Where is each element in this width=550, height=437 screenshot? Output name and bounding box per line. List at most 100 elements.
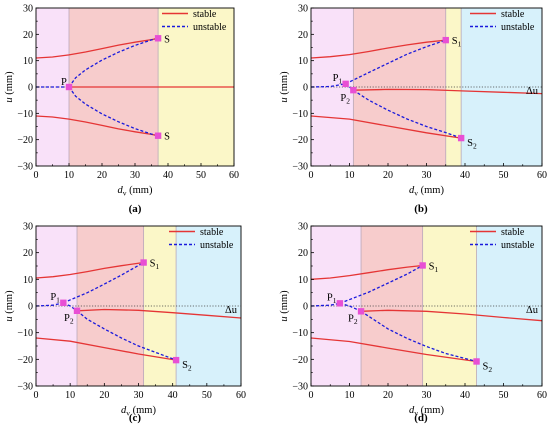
y-tick-label: 10 <box>298 275 308 286</box>
x-axis-label-sub: v <box>126 409 130 418</box>
x-tick-label: 10 <box>65 390 75 401</box>
point-label: S1 <box>429 261 439 274</box>
series-stable <box>361 309 542 322</box>
region-yellow <box>445 8 462 166</box>
series-stable <box>36 115 159 137</box>
y-tick-label: −10 <box>292 109 308 120</box>
chart-panel-d: P1 P2 S1 S2 Δu 0 10 20 30 40 50 60 30 20 10 0 −10 −20 −30 u… <box>279 222 547 425</box>
y-tick-label: 20 <box>298 30 308 41</box>
point-marker <box>350 86 357 94</box>
y-axis-label: u (mm) <box>279 71 290 103</box>
series-stable <box>311 39 446 59</box>
y-tick-label: 20 <box>23 248 33 259</box>
y-tick-label: 0 <box>303 302 308 313</box>
point-label-sub: 1 <box>434 265 438 274</box>
delta-label: Δu <box>526 86 539 97</box>
y-tick-label: 0 <box>303 83 308 94</box>
series-stable <box>76 308 241 319</box>
series-unstable <box>353 89 462 139</box>
x-tick-label: 50 <box>196 170 206 181</box>
x-axis-label-unit: (mm) <box>127 185 153 196</box>
y-tick-label: 20 <box>298 248 308 259</box>
point-label: P2 <box>64 313 74 326</box>
y-tick-label: −30 <box>292 382 308 393</box>
series-stable <box>353 88 542 95</box>
point-label-sub: 2 <box>473 142 477 151</box>
y-tick-label: −20 <box>17 135 33 146</box>
chart-panel-c: P1 P2 S1 S2 Δu 0 10 20 30 40 50 60 30 20 10 0 −10 −20 −30 u… <box>4 222 246 425</box>
x-axis-label-unit: (mm) <box>130 405 156 416</box>
point-marker <box>457 134 465 142</box>
x-tick-label: 20 <box>97 170 107 181</box>
x-axis-label: dv (mm) <box>409 405 444 418</box>
region-red <box>353 8 446 166</box>
delta-label: Δu <box>526 305 539 316</box>
legend-label-unstable: unstable <box>193 22 227 33</box>
series-unstable <box>76 310 177 361</box>
series-group <box>36 37 234 137</box>
x-tick-label: 10 <box>345 390 355 401</box>
y-tick-label: 10 <box>23 275 33 286</box>
y-axis-label-var: u <box>4 97 15 102</box>
point-marker <box>336 300 344 307</box>
point-marker <box>172 356 180 364</box>
legend-label-unstable: unstable <box>501 22 535 33</box>
y-tick-label: −30 <box>17 382 33 393</box>
y-tick-label: −20 <box>292 355 308 366</box>
x-tick-label: 0 <box>34 390 39 401</box>
panel-caption: (d) <box>414 412 428 424</box>
point-marker <box>73 307 81 314</box>
legend-label-stable: stable <box>501 227 525 238</box>
x-axis-label: dv (mm) <box>118 185 153 198</box>
y-tick-label: 0 <box>28 302 33 313</box>
series-unstable <box>63 261 144 304</box>
y-tick-label: 10 <box>298 56 308 67</box>
series-group <box>36 261 241 361</box>
point-label: S1 <box>150 259 160 272</box>
y-axis-label-var: u <box>279 97 290 102</box>
x-tick-label: 0 <box>309 170 314 181</box>
y-axis-label: u (mm) <box>4 290 15 322</box>
point-label: S1 <box>452 36 462 49</box>
point-label: P1 <box>327 292 337 305</box>
y-tick-label: 20 <box>23 30 33 41</box>
x-tick-label: 30 <box>130 170 140 181</box>
panel-caption: (a) <box>129 203 142 215</box>
x-axis-label-unit: (mm) <box>418 185 444 196</box>
delta-label: Δu <box>225 305 238 316</box>
x-axis-label-sub: v <box>414 409 418 418</box>
x-tick-label: 50 <box>499 390 509 401</box>
point-marker <box>60 299 67 306</box>
series-unstable <box>68 86 159 137</box>
point-label-sub: 1 <box>338 76 342 85</box>
series-stable <box>36 37 159 59</box>
y-axis-label-unit: (mm) <box>279 71 290 97</box>
x-tick-label: 50 <box>202 390 212 401</box>
y-tick-label: −10 <box>17 328 33 339</box>
y-tick-label: −10 <box>292 328 308 339</box>
point-label: P2 <box>348 313 358 326</box>
x-tick-label: 60 <box>236 390 246 401</box>
point-marker <box>419 262 426 269</box>
point-label: S <box>164 34 170 45</box>
legend-label-unstable: unstable <box>501 240 535 251</box>
x-tick-label: 0 <box>309 390 314 401</box>
series-stable <box>36 261 144 279</box>
x-tick-label: 30 <box>422 170 432 181</box>
x-tick-label: 40 <box>163 170 173 181</box>
series-unstable <box>311 83 346 88</box>
series-unstable <box>36 302 64 307</box>
series-unstable <box>360 310 477 363</box>
point-label-sub: 2 <box>354 317 358 326</box>
point-label: P2 <box>340 93 350 106</box>
y-axis-label-unit: (mm) <box>4 290 15 316</box>
series-group <box>311 39 542 139</box>
point-label: S2 <box>467 138 477 151</box>
x-tick-label: 30 <box>134 390 144 401</box>
x-tick-label: 10 <box>64 170 74 181</box>
point-label: P <box>61 77 67 88</box>
x-axis-label-var: d <box>409 185 415 196</box>
y-tick-label: 30 <box>298 222 308 233</box>
y-tick-label: −30 <box>292 162 308 173</box>
series-stable <box>311 264 423 280</box>
